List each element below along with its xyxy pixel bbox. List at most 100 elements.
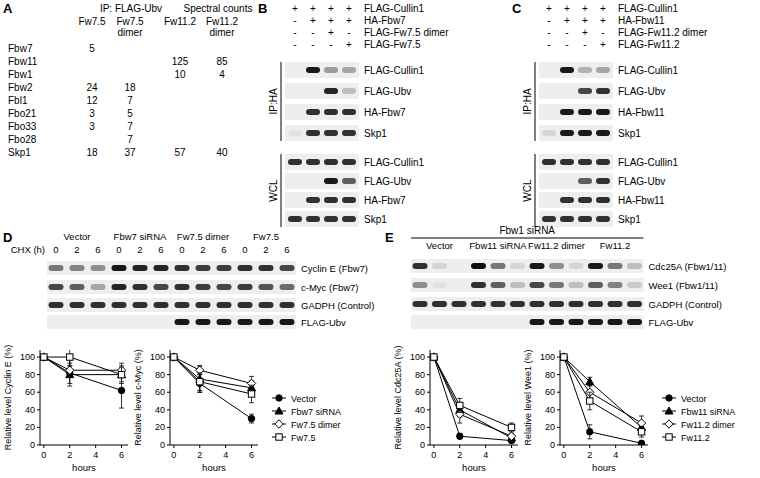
- sign: +: [328, 3, 334, 14]
- error-bar: [249, 385, 254, 403]
- point: [171, 354, 177, 360]
- band: [471, 319, 486, 325]
- group-label: Fbw7 siRNA: [114, 231, 167, 242]
- band: [530, 263, 545, 269]
- y-tick-label: 80: [155, 370, 165, 380]
- title-rule: [411, 238, 644, 239]
- y-tick-label: 0: [550, 440, 555, 450]
- blot-strip: [411, 278, 644, 292]
- blot-strip: [539, 192, 613, 208]
- sign: +: [346, 15, 352, 26]
- blot-strip: [47, 298, 296, 312]
- band: [217, 265, 232, 271]
- point: [431, 354, 437, 360]
- x-axis-label: hours: [72, 462, 96, 473]
- series-line: [434, 357, 512, 427]
- band: [596, 178, 610, 184]
- blot-title: Fbw1 siRNA: [499, 225, 555, 236]
- point: [171, 354, 177, 360]
- error-bar: [457, 434, 462, 439]
- count: 7: [127, 95, 133, 106]
- chart: 0204060801000246Relative level Wee1 (%)h…: [523, 350, 735, 473]
- band: [510, 282, 525, 288]
- x-axis: [170, 445, 258, 446]
- band: [510, 263, 525, 269]
- band: [175, 284, 190, 290]
- band: [70, 319, 85, 325]
- y-tick-label: 60: [415, 387, 425, 397]
- legend-marker: [276, 395, 282, 401]
- table-header: IP: FLAG-Ubv: [100, 3, 162, 14]
- condition-label: FLAG-Fw11.2 dimer: [618, 27, 708, 38]
- column-header-line: Fw11.2: [206, 16, 238, 27]
- band: [306, 88, 320, 94]
- x-tick: [511, 445, 512, 448]
- x-tick: [459, 445, 460, 448]
- plot-area: [560, 353, 646, 445]
- condition-label: FLAG-Fw7.5: [364, 39, 421, 50]
- band: [196, 302, 211, 308]
- column-header-line: dimer: [209, 27, 235, 38]
- band: [432, 301, 447, 307]
- band: [259, 265, 274, 271]
- x-tick-label: 6: [509, 450, 514, 460]
- band: [288, 88, 302, 94]
- plot-area: [430, 353, 516, 444]
- series-line: [564, 357, 642, 423]
- band: [549, 263, 564, 269]
- condition-label: HA-Fbw7: [364, 15, 406, 26]
- point: [67, 354, 73, 360]
- band: [288, 130, 302, 136]
- time: 2: [137, 244, 142, 255]
- band: [608, 263, 623, 269]
- row-label: FLAG-Cullin1: [618, 157, 678, 168]
- x-tick-label: 0: [561, 450, 566, 460]
- row-label: Fbo28: [8, 134, 37, 145]
- band: [70, 284, 85, 290]
- row-label: FLAG-Ubv: [301, 317, 346, 328]
- section-label: WCL: [268, 179, 279, 202]
- y-axis: [170, 350, 171, 445]
- point: [430, 353, 438, 361]
- row-label: FLAG-Ubv: [364, 86, 411, 97]
- point: [41, 354, 47, 360]
- series-line: [44, 357, 122, 370]
- point: [457, 402, 463, 408]
- section-label: WCL: [522, 179, 533, 202]
- point: [586, 378, 594, 385]
- sign: -: [547, 15, 550, 26]
- sign: +: [600, 15, 606, 26]
- band: [471, 263, 486, 269]
- band: [342, 109, 356, 115]
- band: [542, 178, 556, 184]
- band: [471, 282, 486, 288]
- sign: +: [564, 15, 570, 26]
- row-label: Fbw2: [8, 82, 33, 93]
- y-axis-label: Relative level c-Myc (%): [133, 349, 143, 446]
- bracket: [281, 62, 282, 141]
- time: 0: [116, 244, 121, 255]
- error-bar: [457, 398, 462, 412]
- band: [578, 178, 592, 184]
- band: [280, 284, 295, 290]
- band: [578, 216, 592, 222]
- band: [413, 301, 428, 307]
- y-tick: [167, 357, 170, 358]
- band: [452, 301, 467, 307]
- row-label: HA-Fbw7: [364, 195, 406, 206]
- point: [40, 353, 48, 360]
- blot-strip: [285, 211, 359, 227]
- band: [133, 284, 148, 290]
- count: 18: [86, 147, 98, 158]
- sign: +: [546, 3, 552, 14]
- count: 5: [127, 108, 133, 119]
- band: [491, 263, 506, 269]
- band: [259, 302, 274, 308]
- y-tick: [37, 409, 40, 410]
- group-label: Fw11.2 dimer: [528, 240, 585, 251]
- band: [560, 88, 574, 94]
- band: [288, 67, 302, 73]
- y-tick-label: 80: [415, 370, 425, 380]
- y-axis: [40, 350, 41, 445]
- blot: ++++FLAG-Cullin1-+++HA-Fbw7--+-FLAG-Fw7.…: [268, 3, 449, 227]
